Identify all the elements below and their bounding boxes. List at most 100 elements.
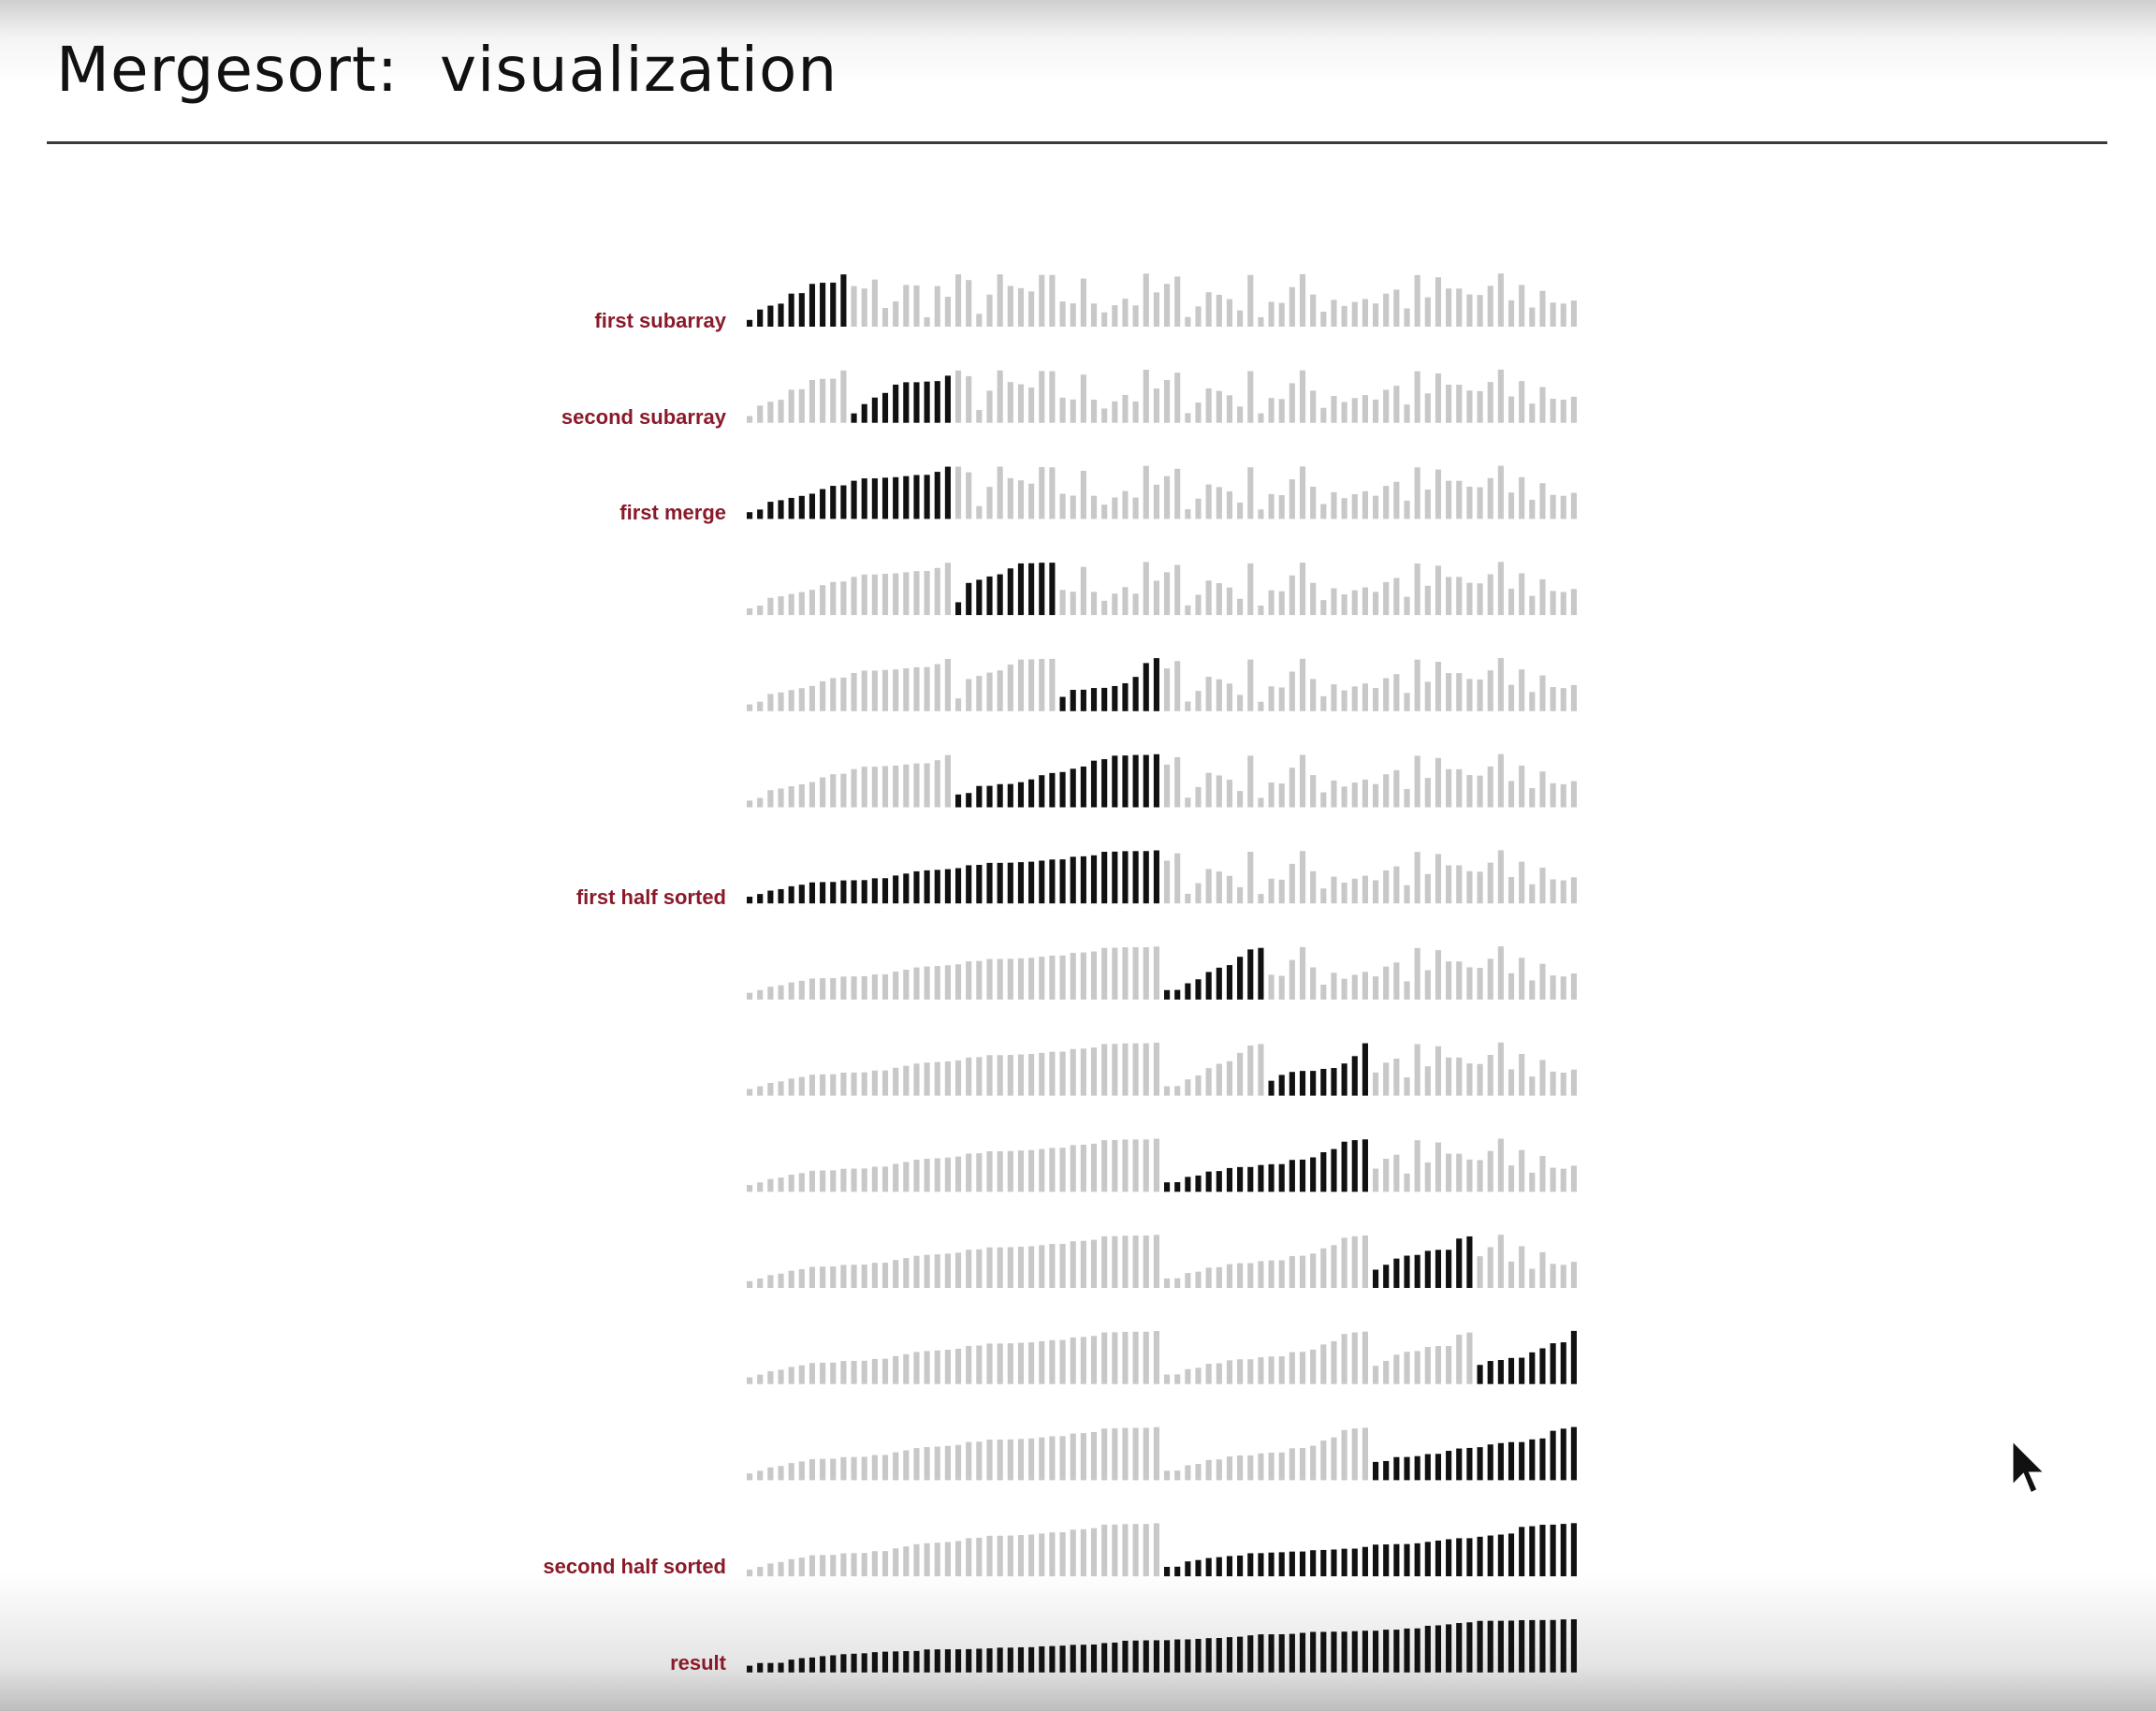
active-bar: [767, 890, 774, 904]
active-bar: [840, 485, 847, 519]
inactive-bar: [1508, 972, 1515, 1000]
active-bar: [1424, 1625, 1431, 1673]
inactive-bar: [955, 698, 962, 711]
inactive-bar: [1393, 578, 1400, 616]
inactive-bar: [1289, 383, 1295, 423]
active-bar: [1059, 696, 1066, 711]
inactive-bar: [1497, 753, 1504, 808]
active-bar: [1164, 1567, 1171, 1577]
active-bar: [903, 1651, 910, 1673]
inactive-bar: [1508, 396, 1515, 423]
inactive-bar: [1299, 563, 1306, 616]
inactive-bar: [1258, 894, 1264, 904]
active-bar: [767, 1662, 774, 1673]
inactive-bar: [1101, 1332, 1108, 1384]
inactive-bar: [1414, 371, 1420, 423]
inactive-bar: [1341, 305, 1348, 327]
inactive-bar: [808, 1266, 816, 1288]
inactive-bar: [1529, 595, 1536, 616]
active-bar: [1174, 1639, 1181, 1673]
inactive-bar: [757, 1278, 764, 1288]
active-bar: [1310, 1157, 1317, 1192]
inactive-bar: [1508, 1069, 1515, 1096]
inactive-bar: [808, 1363, 816, 1384]
inactive-bar: [1039, 467, 1045, 519]
inactive-bar: [955, 1349, 962, 1384]
inactive-bar: [1529, 692, 1536, 711]
inactive-bar: [924, 1254, 930, 1288]
inactive-bar: [871, 1166, 878, 1192]
inactive-bar: [1456, 1153, 1463, 1192]
inactive-bar: [1143, 562, 1149, 616]
inactive-bar: [1456, 1057, 1463, 1096]
active-bar: [986, 576, 993, 616]
row-label-second-half-sorted: second half sorted: [543, 1555, 726, 1578]
inactive-bar: [1570, 781, 1577, 808]
inactive-bar: [1237, 598, 1244, 616]
inactive-bar: [893, 1067, 899, 1096]
active-bar: [808, 1657, 816, 1673]
inactive-bar: [1446, 865, 1452, 904]
active-bar: [1351, 1056, 1358, 1096]
inactive-bar: [798, 1557, 805, 1577]
active-bar: [1373, 1461, 1379, 1481]
active-bar: [1529, 1526, 1536, 1577]
inactive-bar: [1164, 475, 1171, 519]
inactive-bar: [903, 1546, 910, 1577]
inactive-bar: [1310, 1253, 1317, 1288]
inactive-bar: [808, 1170, 816, 1192]
active-bar: [913, 870, 920, 904]
active-bar: [1424, 1250, 1431, 1288]
inactive-bar: [1466, 486, 1473, 519]
active-bar: [1080, 1645, 1086, 1673]
inactive-bar: [924, 571, 930, 616]
inactive-bar: [757, 797, 764, 808]
inactive-bar: [871, 670, 878, 711]
inactive-bar: [1028, 388, 1035, 423]
active-bar: [1174, 1566, 1181, 1577]
inactive-bar: [1247, 1359, 1254, 1384]
inactive-bar: [1289, 286, 1295, 327]
inactive-bar: [1268, 1452, 1275, 1481]
inactive-bar: [944, 658, 951, 711]
inactive-bar: [1122, 1427, 1129, 1481]
inactive-bar: [997, 1535, 1003, 1577]
active-bar: [840, 880, 847, 904]
active-bar: [757, 509, 764, 519]
inactive-bar: [1310, 1349, 1317, 1384]
inactive-bar: [955, 370, 962, 423]
inactive-bar: [820, 1170, 826, 1192]
inactive-bar: [1164, 379, 1171, 423]
active-bar: [1195, 1638, 1202, 1673]
inactive-bar: [986, 294, 993, 327]
inactive-bar: [903, 1353, 910, 1384]
inactive-bar: [1393, 289, 1400, 327]
inactive-bar: [1028, 958, 1035, 1000]
inactive-bar: [903, 572, 910, 616]
active-bar: [903, 382, 910, 423]
inactive-bar: [1070, 1145, 1076, 1192]
active-bar: [1049, 772, 1056, 808]
active-bar: [1446, 1539, 1452, 1577]
inactive-bar: [1132, 1427, 1139, 1481]
active-bar: [1080, 766, 1086, 808]
active-bar: [1039, 563, 1045, 616]
inactive-bar: [1205, 772, 1212, 808]
inactive-bar: [830, 977, 837, 1000]
inactive-bar: [1393, 866, 1400, 904]
inactive-bar: [1039, 1533, 1045, 1577]
inactive-bar: [1122, 947, 1129, 1000]
inactive-bar: [1289, 863, 1295, 904]
inactive-bar: [1112, 497, 1118, 519]
active-bar: [1466, 1622, 1473, 1673]
active-bar: [1247, 1166, 1254, 1192]
active-bar: [1362, 1043, 1368, 1096]
active-bar: [798, 885, 805, 904]
active-bar: [1320, 1631, 1327, 1673]
active-bar: [1560, 1342, 1566, 1384]
inactive-bar: [747, 1377, 753, 1384]
active-bar: [851, 1653, 857, 1673]
inactive-bar: [1185, 1368, 1191, 1384]
inactive-bar: [1028, 483, 1035, 519]
inactive-bar: [1049, 1436, 1056, 1481]
